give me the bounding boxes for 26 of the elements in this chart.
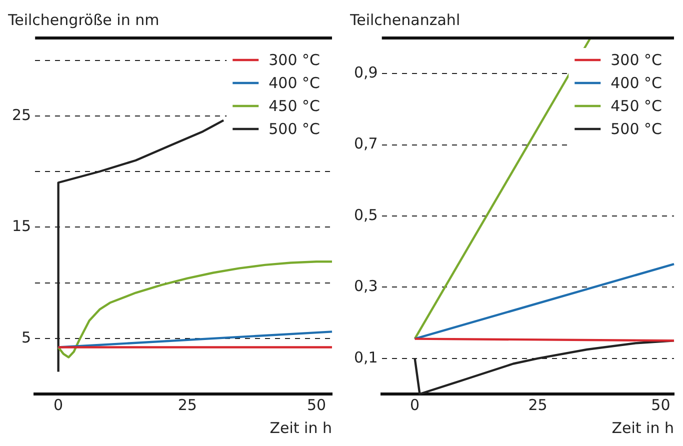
legend-label: 500 °C [610,120,662,138]
y-tick-label: 0,1 [354,348,378,366]
x-tick-label: 0 [54,396,64,414]
y-tick-label: 15 [12,217,32,236]
y-tick-label: 0,7 [354,134,378,153]
y-tick-label: 0,3 [354,277,378,296]
x-axis-title: Zeit in h [612,418,674,437]
x-tick-label: 25 [528,396,548,414]
legend-label: 300 °C [610,50,662,69]
x-tick-label: 50 [306,396,326,414]
legend-label: 500 °C [268,120,320,138]
chart-title: Teilchengröße in nm [7,10,160,29]
legend-label: 300 °C [268,50,320,69]
legend-label: 400 °C [610,74,662,92]
legend-label: 450 °C [610,96,662,115]
x-tick-label: 25 [178,396,197,414]
legend-label: 400 °C [268,74,320,92]
x-tick-label: 50 [651,396,670,414]
y-tick-label: 0,5 [354,206,378,224]
y-tick-label: 5 [22,328,32,346]
x-tick-label: 0 [410,396,420,414]
y-tick-label: 0,9 [354,63,378,82]
x-axis-title: Zeit in h [270,418,332,437]
legend-label: 450 °C [268,96,320,115]
y-tick-label: 25 [12,106,32,124]
chart-title: Teilchenanzahl [349,10,460,29]
